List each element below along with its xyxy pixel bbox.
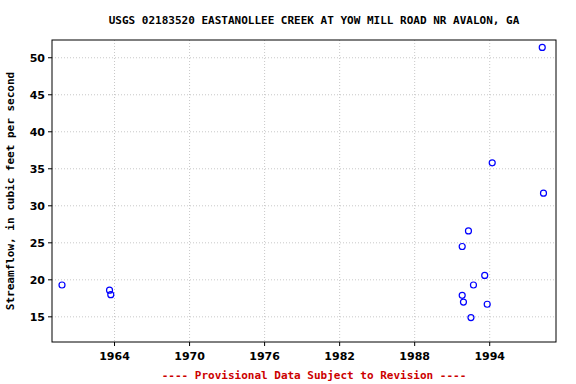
tick-label-y: 20: [30, 274, 46, 287]
tick-label-x: 1964: [99, 350, 130, 363]
tick-y: [48, 316, 52, 317]
tick-x: [264, 342, 265, 346]
data-point: [468, 315, 474, 321]
data-point: [465, 228, 471, 234]
grid-line-y: [52, 242, 556, 243]
tick-label-x: 1982: [324, 350, 355, 363]
grid-line-y: [52, 316, 556, 317]
grid-line-y: [52, 131, 556, 132]
y-axis-label: Streamflow, in cubic feet per second: [4, 72, 17, 310]
tick-y: [48, 131, 52, 132]
tick-y: [48, 205, 52, 206]
data-point: [540, 190, 546, 196]
tick-label-y: 15: [30, 311, 45, 324]
plot-frame: [52, 40, 556, 342]
tick-x: [489, 342, 490, 346]
tick-x: [189, 342, 190, 346]
chart-container: 15 20 25 30 35 40 45 50 1964 1970 1976 1982 1988 1994…: [0, 0, 576, 384]
tick-x: [339, 342, 340, 346]
data-point: [539, 44, 545, 50]
grid-line-y: [52, 168, 556, 169]
tick-y: [48, 57, 52, 58]
grid-line-x: [264, 40, 265, 342]
tick-label-x: 1976: [249, 350, 280, 363]
tick-y: [48, 168, 52, 169]
grid-line-y: [52, 279, 556, 280]
data-point: [484, 301, 490, 307]
grid-line-x: [489, 40, 490, 342]
tick-x: [414, 342, 415, 346]
chart-title: USGS 02183520 EASTANOLLEE CREEK AT YOW M…: [109, 14, 520, 27]
tick-label-x: 1988: [399, 350, 430, 363]
annotation: ---- Provisional Data Subject to Revisio…: [162, 369, 467, 382]
data-point: [459, 292, 465, 298]
data-point: [108, 292, 114, 298]
tick-label-y: 40: [30, 126, 46, 139]
tick-label-x: 1970: [174, 350, 205, 363]
tick-label-y: 45: [30, 89, 45, 102]
tick-label-y: 30: [30, 200, 46, 213]
grid-line-y: [52, 205, 556, 206]
data-point: [482, 272, 488, 278]
data-point: [470, 282, 476, 288]
data-point: [459, 244, 465, 250]
grid-line-x: [414, 40, 415, 342]
points: [59, 44, 546, 320]
data-point: [489, 160, 495, 166]
tick-label-y: 50: [30, 52, 46, 65]
tick-x: [114, 342, 115, 346]
grid-line-y: [52, 94, 556, 95]
tick-y: [48, 94, 52, 95]
tick-label-y: 35: [30, 163, 45, 176]
tick-y: [48, 242, 52, 243]
tick-y: [48, 279, 52, 280]
tick-label-x: 1994: [474, 350, 505, 363]
grid-line-x: [189, 40, 190, 342]
data-point: [460, 299, 466, 305]
chart-svg: 15 20 25 30 35 40 45 50 1964 1970 1976 1982 1988 1994…: [0, 0, 576, 384]
grid-line-x: [339, 40, 340, 342]
data-point: [59, 282, 65, 288]
tick-label-y: 25: [30, 237, 45, 250]
grid-line-x: [114, 40, 115, 342]
grid-line-y: [52, 57, 556, 58]
